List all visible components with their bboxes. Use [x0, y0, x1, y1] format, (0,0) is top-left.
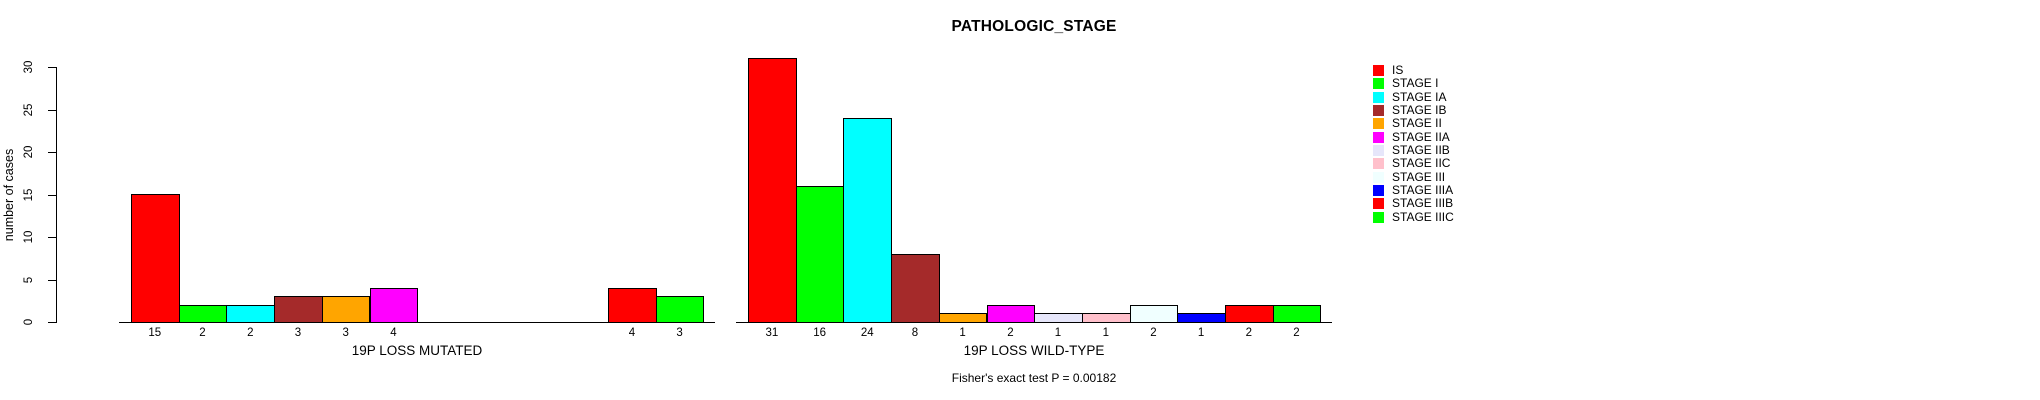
y-tick-label: 10 — [23, 230, 35, 244]
y-tick — [48, 152, 56, 153]
legend-item: IS — [1373, 63, 1454, 77]
x-axis-label-wild-type: 19P LOSS WILD-TYPE — [963, 343, 1105, 358]
legend-item: STAGE IA — [1373, 89, 1454, 104]
y-tick-label: 20 — [23, 145, 35, 159]
bar — [1129, 305, 1179, 323]
legend-swatch — [1373, 91, 1384, 103]
legend-label: STAGE II — [1392, 116, 1442, 131]
bar — [369, 288, 419, 323]
bar — [274, 296, 323, 323]
bar-value-label: 1 — [1054, 327, 1062, 339]
legend-label: STAGE IIB — [1392, 142, 1450, 157]
y-tick — [48, 109, 56, 111]
legend-label: STAGE IIIA — [1392, 182, 1454, 197]
legend-swatch — [1373, 105, 1384, 117]
y-tick-label: 15 — [23, 188, 35, 201]
legend-label: STAGE IIA — [1392, 129, 1450, 144]
bar-value-label: 1 — [959, 327, 966, 339]
bar — [131, 194, 180, 323]
bar-value-label: 4 — [390, 327, 397, 339]
bar-value-label: 1 — [1197, 327, 1205, 339]
bar — [1225, 305, 1274, 323]
bar-value-label: 8 — [911, 327, 919, 339]
bar-value-label: 3 — [294, 327, 302, 339]
legend-swatch — [1373, 198, 1384, 210]
bar-value-label: 2 — [1007, 327, 1014, 339]
fisher-test-annotation: Fisher's exact test P = 0.00182 — [951, 371, 1117, 385]
bar-value-label: 3 — [342, 327, 349, 339]
y-tick — [48, 237, 56, 238]
bar — [748, 58, 797, 323]
legend-item: STAGE IB — [1373, 102, 1454, 117]
y-tick-label: 0 — [23, 318, 35, 326]
bar-value-label: 4 — [628, 327, 636, 339]
y-axis-line — [56, 67, 57, 323]
bar — [608, 288, 657, 323]
legend-label: STAGE IIC — [1392, 156, 1451, 171]
legend-swatch — [1373, 185, 1384, 197]
legend-swatch — [1373, 211, 1384, 223]
y-tick — [48, 322, 56, 323]
bar — [1272, 305, 1322, 323]
y-tick-label: 5 — [23, 276, 35, 283]
legend-item: STAGE IIIB — [1373, 196, 1454, 211]
legend-label: STAGE IIIC — [1392, 209, 1454, 224]
y-tick — [48, 67, 56, 68]
legend-swatch — [1373, 118, 1384, 130]
bar — [843, 118, 893, 323]
y-tick-label: 30 — [23, 60, 35, 74]
bar-value-label: 2 — [1150, 327, 1157, 339]
legend-swatch — [1373, 171, 1384, 183]
legend-label: STAGE IA — [1392, 89, 1447, 104]
bar — [178, 305, 228, 323]
legend-swatch — [1373, 131, 1384, 143]
bar-value-label: 15 — [148, 327, 162, 339]
bar — [938, 313, 988, 323]
y-tick — [48, 279, 56, 281]
bar-value-label: 2 — [247, 327, 254, 339]
y-tick — [48, 194, 56, 196]
legend-item: STAGE IIA — [1373, 129, 1454, 144]
legend-label: STAGE I — [1392, 76, 1439, 91]
bar-value-label: 2 — [1245, 327, 1252, 339]
legend-item: STAGE IIIC — [1373, 209, 1454, 224]
legend-label: STAGE IIIB — [1392, 196, 1454, 211]
legend-item: STAGE II — [1373, 116, 1454, 131]
legend-item: STAGE IIC — [1373, 156, 1454, 171]
bar — [891, 254, 940, 323]
legend-label: STAGE IB — [1392, 102, 1447, 117]
legend-swatch — [1373, 65, 1384, 77]
bar — [795, 186, 845, 323]
bar-value-label: 31 — [765, 327, 779, 339]
bar-value-label: 24 — [860, 327, 874, 339]
legend-item: STAGE IIB — [1373, 142, 1454, 157]
bar — [321, 296, 371, 323]
legend-label: STAGE III — [1392, 169, 1446, 184]
bar — [1177, 313, 1226, 323]
legend-swatch — [1373, 145, 1384, 157]
y-axis-title: number of cases — [2, 148, 16, 242]
legend-label: IS — [1392, 63, 1404, 77]
bar-value-label: 1 — [1102, 327, 1109, 339]
bar — [226, 305, 276, 323]
legend-item: STAGE I — [1373, 76, 1454, 91]
bar-value-label: 2 — [1293, 327, 1300, 339]
bar-value-label: 2 — [199, 327, 206, 339]
chart-title: PATHOLOGIC_STAGE — [951, 18, 1117, 35]
bar — [1034, 313, 1083, 323]
bar — [1081, 313, 1131, 323]
legend: IS STAGE I STAGE IA STAGE IB STAGE II STAGE I… — [1373, 63, 1454, 224]
legend-item: STAGE IIIA — [1373, 182, 1454, 197]
legend-item: STAGE III — [1373, 169, 1454, 184]
legend-swatch — [1373, 158, 1384, 170]
bar — [986, 305, 1036, 323]
x-axis-label-mutated: 19P LOSS MUTATED — [351, 343, 483, 358]
bar — [655, 296, 705, 323]
bar-value-label: 3 — [676, 327, 683, 339]
y-tick-label: 25 — [23, 103, 35, 116]
legend-swatch — [1373, 78, 1384, 90]
bar-value-label: 16 — [813, 327, 826, 339]
